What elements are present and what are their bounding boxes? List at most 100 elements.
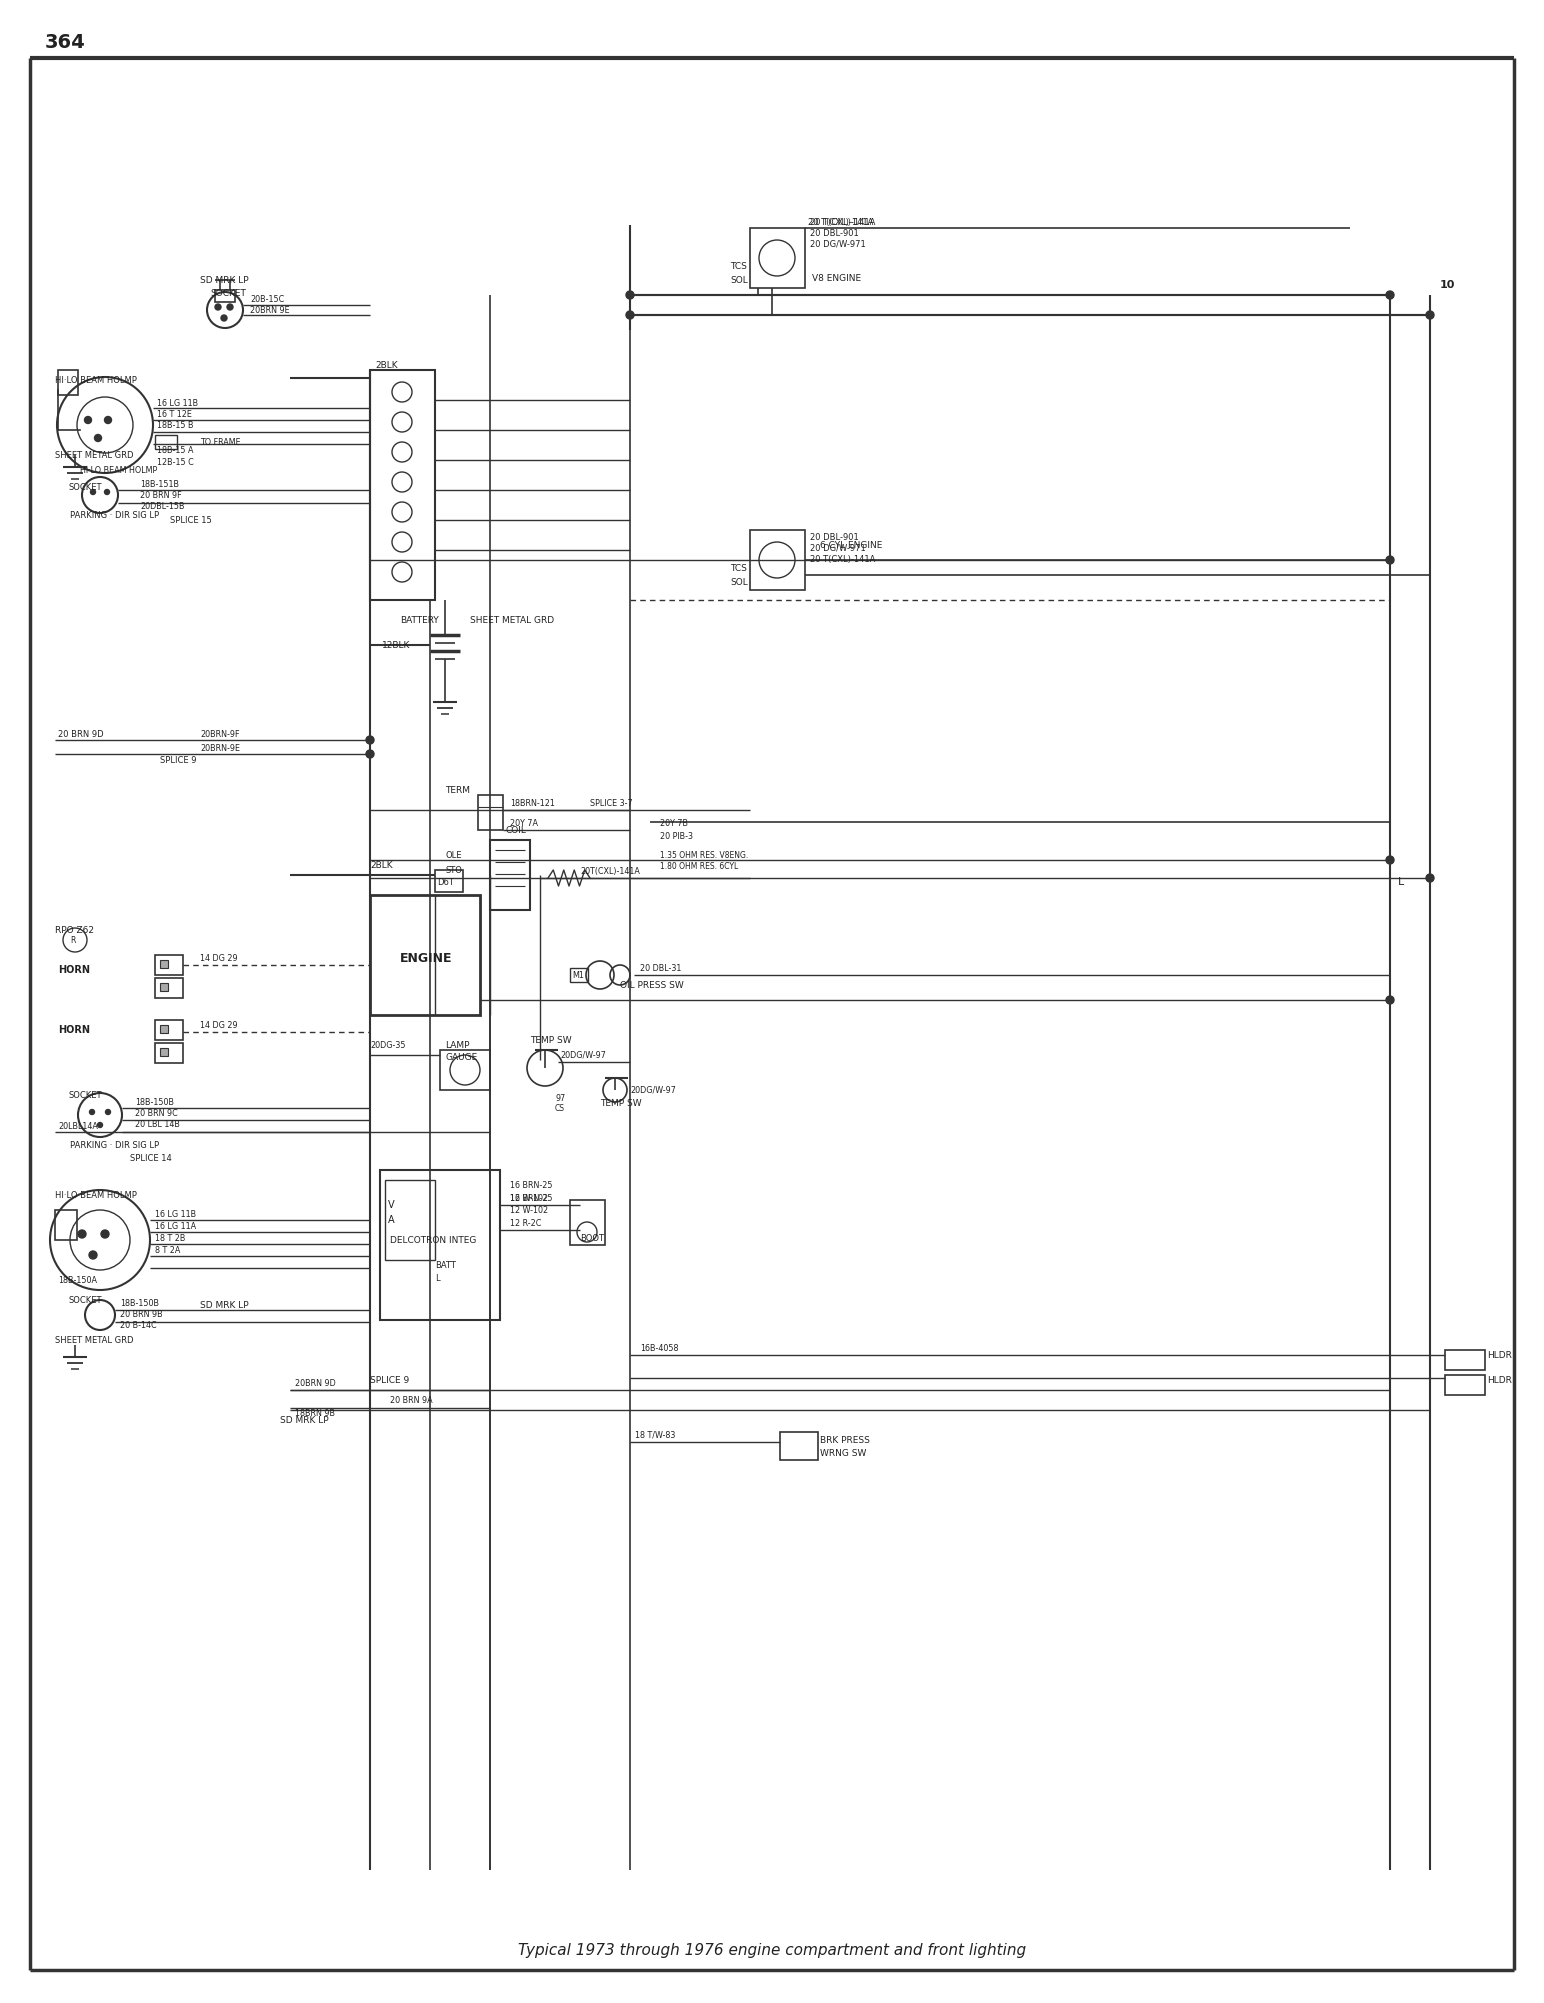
Text: 20BRN 9D: 20BRN 9D	[295, 1378, 335, 1388]
Bar	[570, 1200, 605, 1246]
Text: 1.35 OHM RES. V8ENG.: 1.35 OHM RES. V8ENG.	[659, 851, 749, 859]
Text: V: V	[388, 1200, 395, 1210]
Text: 18BRN-121: 18BRN-121	[510, 799, 554, 807]
Text: R: R	[71, 935, 76, 945]
Text: L: L	[435, 1274, 440, 1282]
Text: 20 BRN 9A: 20 BRN 9A	[391, 1396, 432, 1404]
Text: 20 DG/W-971: 20 DG/W-971	[811, 543, 866, 553]
Text: PARKING · DIR SIG LP: PARKING · DIR SIG LP	[69, 1140, 159, 1150]
Bar	[570, 967, 588, 981]
Bar	[154, 1044, 184, 1064]
Text: SD MRK LP: SD MRK LP	[201, 1300, 249, 1310]
Text: 12BLK: 12BLK	[381, 641, 411, 649]
Text: SD MRK LP: SD MRK LP	[279, 1416, 329, 1424]
Text: 18B-15 B: 18B-15 B	[157, 421, 193, 429]
Bar	[435, 869, 463, 891]
Text: 20DBL-15B: 20DBL-15B	[141, 501, 184, 511]
Text: 16B-4058: 16B-4058	[641, 1344, 678, 1352]
Circle shape	[100, 1230, 110, 1238]
Text: 20 DG/W-971: 20 DG/W-971	[811, 240, 866, 248]
Circle shape	[1387, 557, 1394, 565]
Bar	[384, 1180, 435, 1260]
Circle shape	[105, 1110, 111, 1114]
Bar	[1445, 1374, 1485, 1394]
Bar	[161, 983, 168, 991]
Text: Typical 1973 through 1976 engine compartment and front lighting: Typical 1973 through 1976 engine compart…	[517, 1943, 1027, 1957]
Text: 97: 97	[554, 1094, 565, 1102]
Text: SOCKET: SOCKET	[68, 483, 102, 491]
Text: 8 T 2A: 8 T 2A	[154, 1246, 181, 1254]
Text: 6 CYL ENGINE: 6 CYL ENGINE	[820, 541, 882, 549]
Bar	[371, 371, 435, 601]
Text: L: L	[1397, 877, 1403, 887]
Text: BATTERY: BATTERY	[400, 615, 438, 625]
Text: PARKING · DIR SIG LP: PARKING · DIR SIG LP	[69, 511, 159, 519]
Text: 14 DG 29: 14 DG 29	[201, 953, 238, 963]
Text: 20 DBL-901: 20 DBL-901	[811, 228, 858, 238]
Text: 20Y 7A: 20Y 7A	[510, 819, 537, 827]
Text: ENGINE: ENGINE	[400, 951, 452, 965]
Bar	[161, 1026, 168, 1034]
Circle shape	[215, 304, 221, 310]
Text: 18B-150B: 18B-150B	[120, 1298, 159, 1308]
Text: 16 LG 11A: 16 LG 11A	[154, 1222, 196, 1230]
Circle shape	[94, 435, 102, 441]
Text: D6T: D6T	[437, 877, 454, 887]
Bar	[440, 1050, 489, 1090]
Text: SHEET METAL GRD: SHEET METAL GRD	[469, 615, 554, 625]
Text: 18 T/W-83: 18 T/W-83	[635, 1430, 675, 1440]
Text: 20 T(CXL)-141A: 20 T(CXL)-141A	[811, 218, 875, 226]
Text: SPLICE 15: SPLICE 15	[170, 515, 212, 525]
Text: HORN: HORN	[59, 1026, 90, 1036]
Text: 18B-150A: 18B-150A	[59, 1276, 97, 1284]
Text: BOOT: BOOT	[581, 1234, 604, 1242]
Text: 20BRN 9E: 20BRN 9E	[250, 306, 290, 314]
Circle shape	[227, 304, 233, 310]
Text: 20DG/W-97: 20DG/W-97	[560, 1050, 605, 1060]
Bar	[380, 1170, 500, 1320]
Text: SPLICE 14: SPLICE 14	[130, 1154, 171, 1162]
Text: BRK PRESS: BRK PRESS	[820, 1436, 869, 1444]
Circle shape	[1387, 290, 1394, 298]
Text: HI·LO BEAM HOLMP: HI·LO BEAM HOLMP	[80, 465, 157, 475]
Text: BATT: BATT	[435, 1260, 455, 1270]
Text: V8 ENGINE: V8 ENGINE	[812, 274, 862, 282]
Text: 20B-15C: 20B-15C	[250, 294, 284, 304]
Text: 20BRN-9E: 20BRN-9E	[201, 743, 239, 753]
Text: 18B-151B: 18B-151B	[141, 479, 179, 489]
Text: DELCOTRON INTEG: DELCOTRON INTEG	[391, 1236, 477, 1244]
Circle shape	[625, 310, 635, 318]
Text: TCS: TCS	[730, 563, 747, 573]
Text: TEMP SW: TEMP SW	[601, 1098, 642, 1108]
Text: 20BRN-9F: 20BRN-9F	[201, 729, 239, 739]
Text: HLDR: HLDR	[1487, 1376, 1512, 1384]
Text: 20 PIB-3: 20 PIB-3	[659, 831, 693, 841]
Text: WRNG SW: WRNG SW	[820, 1448, 866, 1458]
Text: 20 LBL 14B: 20 LBL 14B	[134, 1120, 179, 1128]
Text: HI·LO BEAM HOLMP: HI·LO BEAM HOLMP	[56, 375, 137, 385]
Text: OIL PRESS SW: OIL PRESS SW	[621, 981, 684, 989]
Text: SPLICE 3-7: SPLICE 3-7	[590, 799, 633, 807]
Text: SOL: SOL	[730, 276, 747, 284]
Bar	[154, 435, 178, 449]
Bar	[59, 371, 79, 395]
Text: 18B-15 A: 18B-15 A	[157, 445, 193, 455]
Text: HORN: HORN	[59, 965, 90, 975]
Bar	[56, 1210, 77, 1240]
Text: TERM: TERM	[445, 785, 469, 795]
Text: 2BLK: 2BLK	[375, 361, 398, 369]
Text: 20 B-14C: 20 B-14C	[120, 1320, 156, 1330]
Text: 20 BRN 9C: 20 BRN 9C	[134, 1108, 178, 1118]
Circle shape	[366, 735, 374, 743]
Text: SD MRK LP: SD MRK LP	[201, 276, 249, 284]
Circle shape	[105, 489, 110, 495]
Text: SOCKET: SOCKET	[68, 1296, 102, 1304]
Text: 12 W-102: 12 W-102	[510, 1206, 548, 1214]
Circle shape	[90, 1110, 94, 1114]
Circle shape	[1427, 310, 1434, 318]
Bar	[1445, 1350, 1485, 1370]
Text: 12 R-2C: 12 R-2C	[510, 1218, 542, 1228]
Text: 18BRN 9B: 18BRN 9B	[295, 1408, 335, 1418]
Circle shape	[90, 1252, 97, 1260]
Text: GAUGE: GAUGE	[445, 1052, 477, 1062]
